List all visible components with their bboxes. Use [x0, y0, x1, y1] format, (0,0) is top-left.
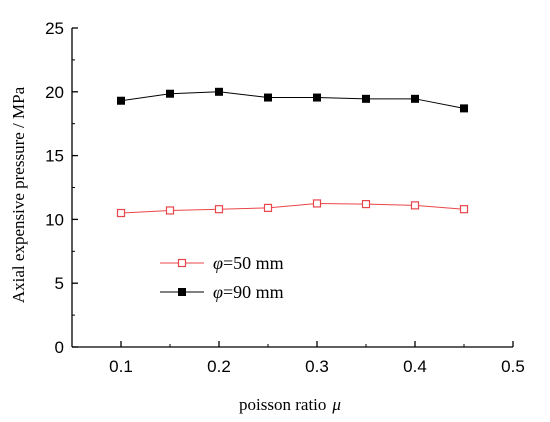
- x-tick-label: 0.5: [501, 357, 525, 376]
- data-point: [166, 89, 174, 98]
- data-point: [312, 199, 322, 208]
- x-tick-label: 0.2: [207, 357, 231, 376]
- y-axis-title: Axial expensive pressure / MPa: [9, 86, 28, 303]
- series-0: [116, 199, 469, 218]
- legend-item-1: φ=90 mm: [160, 282, 284, 302]
- legend-symbol: φ: [213, 282, 223, 302]
- data-point: [263, 203, 273, 213]
- data-point: [215, 87, 223, 96]
- legend-item-0: φ=50 mm: [160, 253, 284, 273]
- y-tick-label: 10: [45, 210, 64, 229]
- legend: φ=50 mmφ=90 mm: [160, 253, 284, 302]
- data-point: [264, 93, 272, 102]
- y-tick-label: 0: [55, 338, 64, 357]
- data-point: [460, 104, 468, 113]
- data-point: [361, 199, 371, 209]
- data-point: [214, 205, 224, 214]
- y-tick-label: 5: [55, 274, 64, 293]
- x-axis-title: poisson ratio μ: [239, 395, 341, 414]
- data-point: [411, 94, 419, 103]
- y-tick-label: 15: [45, 147, 64, 166]
- series-line: [120, 91, 465, 109]
- legend-symbol: φ: [213, 253, 223, 273]
- x-axis-title-text: poisson ratio: [239, 395, 326, 414]
- x-tick-label: 0.4: [403, 357, 427, 376]
- axes: 0 5 10 15 20 25 0.1 0.2 0.3 0.4 0.5: [45, 19, 525, 376]
- legend-text: =90 mm: [223, 282, 284, 302]
- data-point: [165, 206, 175, 215]
- data-point: [116, 208, 126, 218]
- data-point: [362, 94, 370, 103]
- series-1: [117, 87, 468, 113]
- x-tick-label: 0.3: [305, 357, 329, 376]
- x-tick-label: 0.1: [109, 357, 133, 376]
- x-axis-title-symbol: μ: [331, 395, 341, 414]
- legend-label: φ=90 mm: [213, 282, 284, 302]
- series-line: [120, 202, 465, 214]
- y-tick-label: 25: [45, 19, 64, 38]
- data-point: [313, 93, 321, 102]
- data-point: [459, 205, 469, 214]
- legend-label: φ=50 mm: [213, 253, 284, 273]
- legend-marker: [177, 258, 187, 268]
- legend-text: =50 mm: [223, 253, 284, 273]
- series-layer: [116, 87, 469, 218]
- y-tick-label: 20: [45, 83, 64, 102]
- data-point: [117, 96, 125, 105]
- data-point: [410, 201, 420, 210]
- legend-marker: [178, 288, 186, 296]
